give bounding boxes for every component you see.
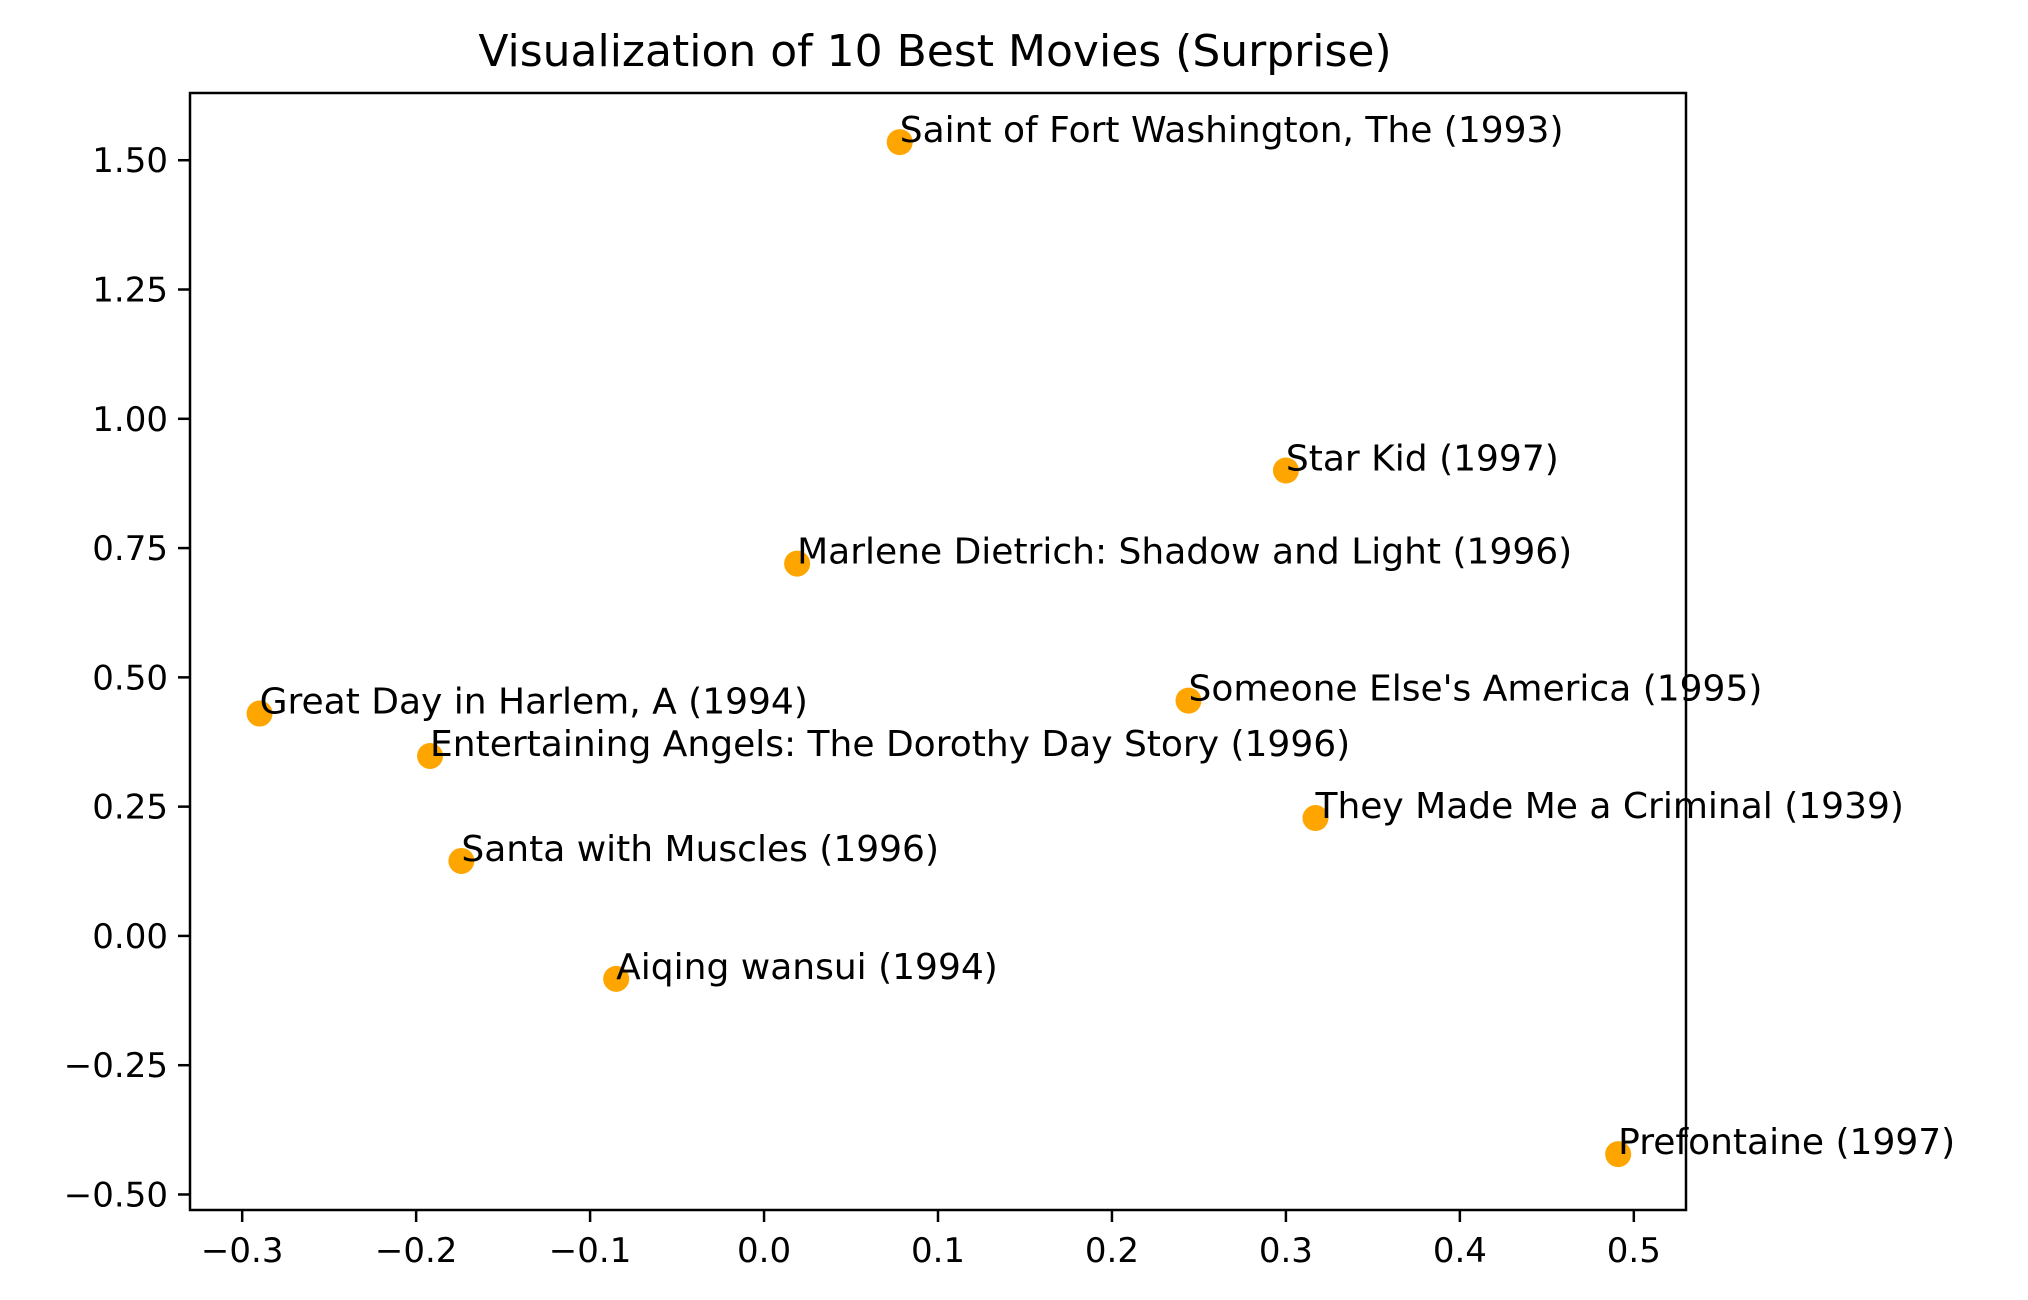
data-point: [1175, 687, 1202, 714]
x-axis: −0.3 −0.2 −0.1 0.0 0.1 0.2 0.3 0.4 0.5: [201, 1210, 1661, 1271]
data-point-label: Marlene Dietrich: Shadow and Light (1996…: [797, 532, 1572, 573]
data-point-label: Someone Else's America (1995): [1188, 669, 1762, 710]
y-tick-label: 1.00: [92, 400, 168, 440]
data-point-label: Great Day in Harlem, A (1994): [260, 682, 808, 723]
chart-title: Visualization of 10 Best Movies (Surpris…: [478, 26, 1391, 77]
x-tick-label: −0.3: [201, 1231, 284, 1271]
y-tick-label: 0.25: [92, 788, 168, 828]
data-point: [1272, 457, 1299, 484]
data-point: [603, 965, 630, 992]
x-tick-label: −0.2: [375, 1231, 458, 1271]
point-labels: Saint of Fort Washington, The (1993) Star…: [260, 110, 1956, 1163]
y-tick-label: 1.50: [92, 141, 168, 181]
data-point-label: Entertaining Angels: The Dorothy Day Sto…: [430, 724, 1350, 765]
x-tick-label: 0.0: [737, 1231, 791, 1271]
plot-frame: [188, 91, 1688, 1212]
data-point: [417, 742, 444, 769]
y-tick-label: 0.00: [92, 917, 168, 957]
y-tick-label: 0.50: [92, 658, 168, 698]
data-point-label: Prefontaine (1997): [1618, 1122, 1955, 1163]
y-tick-label: −0.25: [64, 1046, 168, 1086]
y-tick-label: 1.25: [92, 271, 168, 311]
data-point-label: Star Kid (1997): [1286, 439, 1559, 480]
x-tick-label: 0.4: [1433, 1231, 1487, 1271]
data-points: [246, 129, 1632, 1168]
y-tick-label: −0.50: [64, 1175, 168, 1215]
y-axis: 1.50 1.25 1.00 0.75 0.50 0.25 0.00 −0.25 −0.50: [64, 141, 190, 1215]
y-tick-label: 0.75: [92, 529, 168, 569]
x-tick-label: 0.3: [1259, 1231, 1313, 1271]
data-point: [246, 700, 273, 727]
data-point: [1605, 1141, 1632, 1168]
data-point: [1302, 805, 1329, 832]
data-point-label: Saint of Fort Washington, The (1993): [900, 110, 1564, 151]
data-point: [886, 129, 913, 156]
data-point-label: Aiqing wansui (1994): [616, 947, 998, 988]
data-point-label: They Made Me a Criminal (1939): [1314, 786, 1903, 827]
data-point: [448, 847, 475, 874]
x-tick-label: 0.5: [1607, 1231, 1661, 1271]
data-point-label: Santa with Muscles (1996): [461, 829, 939, 870]
x-tick-label: −0.1: [549, 1231, 632, 1271]
x-tick-label: 0.2: [1085, 1231, 1139, 1271]
data-point: [784, 550, 811, 577]
x-tick-label: 0.1: [911, 1231, 965, 1271]
